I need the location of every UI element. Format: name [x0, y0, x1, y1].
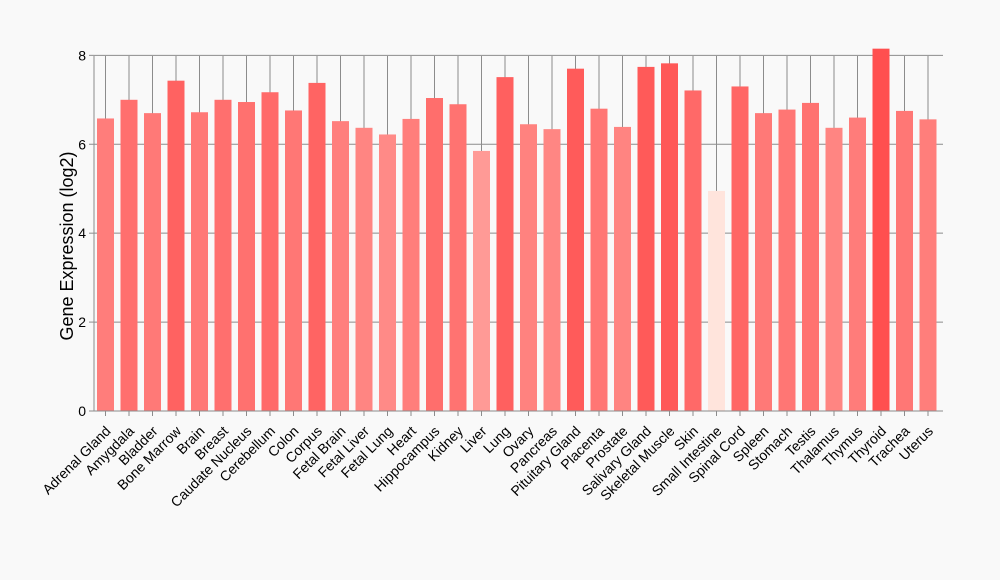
bar	[97, 118, 114, 411]
bar	[802, 102, 819, 411]
bar	[167, 80, 185, 411]
bar	[661, 63, 678, 412]
y-tick-label: 0	[78, 403, 86, 419]
bar	[543, 129, 561, 412]
bar	[896, 110, 913, 411]
bar	[567, 68, 584, 412]
bar	[731, 86, 749, 412]
bar	[214, 99, 232, 412]
y-tick-label: 4	[78, 225, 86, 241]
y-tick-label: 8	[78, 47, 86, 63]
y-tick-label: 2	[78, 314, 86, 330]
bar	[355, 127, 373, 411]
bar-layer	[97, 48, 937, 412]
bar	[238, 102, 255, 412]
bar	[379, 134, 396, 411]
bar	[261, 92, 279, 411]
bar	[449, 104, 467, 411]
bar	[496, 77, 514, 411]
bar	[755, 113, 772, 411]
bar	[191, 112, 208, 411]
bar	[872, 48, 890, 412]
bar	[590, 108, 608, 412]
bar	[849, 117, 866, 412]
bar	[708, 190, 725, 411]
y-tick-label: 6	[78, 136, 86, 152]
bar	[684, 90, 702, 411]
bar	[308, 82, 326, 411]
bar	[637, 66, 655, 411]
bar	[402, 118, 420, 411]
bar	[332, 121, 349, 411]
bar	[285, 110, 302, 411]
bar	[426, 98, 443, 411]
bar	[919, 119, 937, 411]
bar	[614, 126, 631, 411]
bar	[520, 124, 537, 412]
y-axis-title: Gene Expression (log2)	[57, 151, 77, 340]
bar	[473, 150, 490, 411]
bar	[144, 113, 161, 411]
bar	[120, 99, 138, 412]
bar	[778, 109, 796, 412]
bar	[825, 127, 843, 411]
